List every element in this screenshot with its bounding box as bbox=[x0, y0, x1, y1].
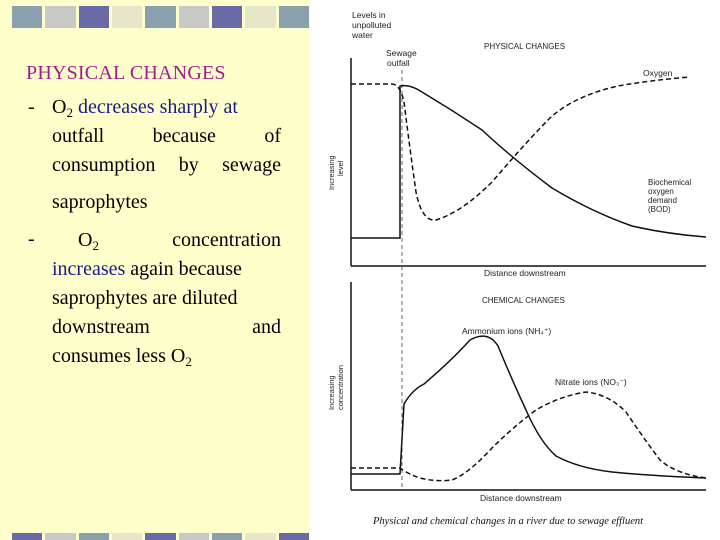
outfall-label-2: outfall bbox=[387, 58, 410, 68]
levels-label-1: Levels in bbox=[352, 10, 386, 20]
chemical-chart-title: CHEMICAL CHANGES bbox=[482, 296, 565, 305]
decor-segment bbox=[245, 533, 276, 540]
decor-segment bbox=[212, 6, 243, 28]
decor-segment bbox=[245, 6, 276, 28]
bullet2-line3: saprophytes are diluted bbox=[52, 287, 238, 309]
decor-segment bbox=[12, 533, 43, 540]
decor-segment bbox=[145, 533, 176, 540]
o2-symbol: O2 bbox=[78, 229, 99, 253]
bullet1-line4: saprophytes bbox=[52, 191, 148, 213]
bullet-marker: - bbox=[28, 228, 35, 250]
decor-segment bbox=[112, 6, 143, 28]
decreases-phrase: decreases sharply at bbox=[77, 96, 238, 118]
decor-segment bbox=[78, 533, 109, 540]
decor-segment bbox=[45, 6, 76, 28]
decor-segment bbox=[178, 533, 209, 540]
outfall-label-1: Sewage bbox=[386, 48, 417, 58]
bod-label-3: demand bbox=[648, 196, 677, 205]
physical-ylabel-2: level bbox=[336, 160, 345, 176]
decor-segment bbox=[278, 533, 309, 540]
physical-chart-title: PHYSICAL CHANGES bbox=[484, 42, 565, 51]
oxygen-curve bbox=[351, 76, 691, 221]
bullet2-line4: downstream and bbox=[52, 316, 281, 338]
chemical-ylabel-2: concentration bbox=[336, 365, 345, 410]
bullet1-line3: consumption by sewage bbox=[52, 154, 281, 176]
decor-segment bbox=[45, 533, 76, 540]
chemical-xlabel: Distance downstream bbox=[480, 493, 562, 503]
physical-ylabel-1: Increasing bbox=[327, 155, 336, 190]
decor-segment bbox=[212, 533, 243, 540]
bullet-oxygen-decrease: O2 decreases sharply at outfall because … bbox=[52, 93, 281, 217]
bottom-decor-bar bbox=[12, 533, 312, 540]
top-decor-bar bbox=[12, 6, 312, 28]
slide-title: PHYSICAL CHANGES bbox=[26, 62, 226, 84]
decor-segment bbox=[112, 533, 143, 540]
levels-label-2: unpolluted bbox=[352, 20, 392, 30]
figure-caption: Physical and chemical changes in a river… bbox=[372, 516, 644, 527]
bullet1-line2: outfall because of bbox=[52, 125, 281, 147]
bullet2-line5: consumes less O2 bbox=[52, 345, 192, 369]
bod-curve bbox=[351, 84, 707, 239]
decor-segment bbox=[78, 6, 109, 28]
bullet-marker: - bbox=[28, 96, 35, 118]
bullet2-line2-rest: again because bbox=[130, 258, 242, 280]
bod-label-2: oxygen bbox=[648, 187, 674, 196]
ammonium-curve bbox=[351, 335, 707, 479]
oxygen-label: Oxygen bbox=[643, 68, 673, 78]
decor-segment bbox=[178, 6, 209, 28]
bod-label-4: (BOD) bbox=[648, 205, 671, 214]
levels-label-3: water bbox=[351, 30, 373, 40]
physical-xlabel: Distance downstream bbox=[484, 268, 566, 278]
bod-label-1: Biochemical bbox=[648, 178, 691, 187]
decor-segment bbox=[145, 6, 176, 28]
decor-segment bbox=[278, 6, 309, 28]
decor-segment bbox=[12, 6, 43, 28]
o2-symbol: O2 bbox=[52, 96, 73, 120]
text-panel: PHYSICAL CHANGES - O2 decreases sharply … bbox=[0, 0, 310, 540]
river-changes-figure: Levels in unpolluted water Sewage outfal… bbox=[312, 0, 720, 540]
concentration-word: concentration bbox=[172, 229, 281, 251]
nitrate-curve bbox=[351, 391, 707, 482]
increases-word: increases bbox=[52, 258, 126, 280]
figure-svg: Levels in unpolluted water Sewage outfal… bbox=[327, 10, 707, 527]
bullet-oxygen-increase: O2 concentration increases again because… bbox=[52, 226, 281, 371]
chemical-ylabel-1: Increasing bbox=[327, 375, 336, 410]
ammonium-label: Ammonium ions (NH₄⁺) bbox=[462, 326, 551, 336]
nitrate-label: Nitrate ions (NO₃⁻) bbox=[555, 377, 627, 387]
